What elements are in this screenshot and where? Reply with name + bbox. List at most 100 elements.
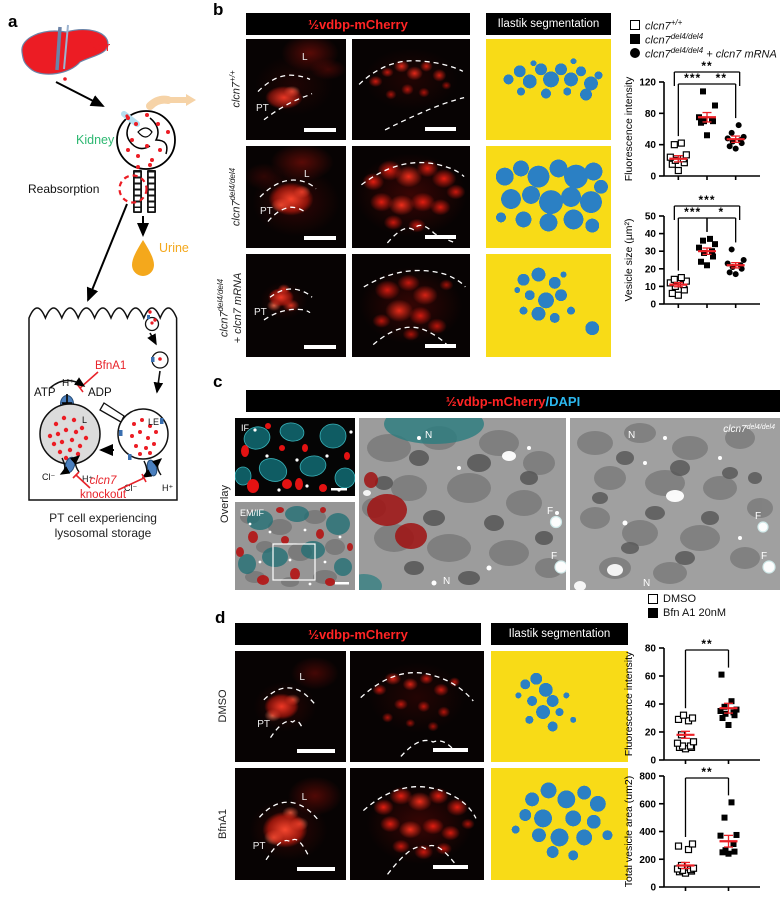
zoom-region-box: [272, 543, 316, 581]
scale-bar: [335, 582, 349, 585]
panel-b-mcherry-header: ½vdbp-mCherry: [246, 13, 470, 35]
legend-item-bfna1: Bfn A1 20nM: [648, 606, 726, 620]
clcn7-knockout-gene-label: clcn7: [90, 475, 117, 487]
panel-c-label: c: [213, 372, 223, 391]
panel-b-segmentation-header: Ilastik segmentation: [486, 13, 611, 35]
urine-drop-icon: [132, 240, 154, 276]
fiducial-circles: [757, 521, 776, 574]
segmentation-b-wt: [486, 39, 611, 140]
segmentation-header-text: Ilastik segmentation: [497, 18, 600, 30]
svg-text:200: 200: [639, 855, 656, 866]
svg-text:0: 0: [650, 300, 656, 311]
overlay-row-label: Overlay: [219, 485, 231, 523]
svg-text:20: 20: [645, 728, 657, 739]
dapi-nuclei: [238, 506, 352, 576]
em-mitochondria: [375, 450, 553, 585]
urine-label: Urine: [159, 241, 189, 255]
legend-item-dmso: DMSO: [648, 592, 726, 606]
pt-label: PT: [254, 306, 267, 318]
header-slash: /: [545, 393, 550, 409]
legend-item-del4: clcn7del4/del4: [630, 32, 777, 46]
zoom-to-cell-arrow: [86, 203, 128, 302]
lumen-label: L: [302, 52, 308, 64]
nucleus-label: N: [628, 430, 635, 441]
em-mitochondria: [592, 451, 762, 565]
scale-bar: [304, 344, 336, 349]
micrograph-d-dmso-zoom: [350, 651, 484, 762]
emif-zoom-micrograph: N N F F: [359, 418, 566, 590]
mcherry-header-text: ½vdbp-mCherry: [445, 393, 546, 409]
scale-bar: [331, 488, 347, 491]
scale-bar: [425, 343, 456, 348]
svg-text:Fluorescence intensity: Fluorescence intensity: [623, 651, 635, 756]
open-square-marker-icon: [648, 594, 658, 604]
h-plus-pump-label: H⁺: [62, 378, 75, 389]
svg-text:**: **: [701, 59, 712, 73]
scale-bar: [425, 234, 456, 239]
svg-text:40: 40: [645, 229, 657, 240]
filled-square-marker-icon: [648, 608, 658, 618]
cl-minus-le-label: Cl⁻: [124, 483, 137, 493]
tubule-outline-overlay: [350, 768, 484, 880]
svg-text:**: **: [701, 765, 712, 779]
svg-text:20: 20: [645, 264, 657, 275]
if-label: IF: [241, 423, 250, 433]
svg-text:**: **: [701, 637, 712, 651]
fiducial-label: F: [755, 511, 761, 522]
svg-text:Total vesicle area (um2): Total vesicle area (um2): [623, 776, 635, 887]
emif-micrograph: EM/IF: [235, 502, 355, 590]
scale-bar: [304, 235, 336, 240]
if-micrograph: IF: [235, 418, 355, 496]
nucleus-label: N: [643, 578, 650, 589]
filled-circle-marker-icon: [630, 48, 640, 58]
knockout-inhibition-lines: [72, 471, 147, 491]
tubule-outline-overlay: [352, 146, 470, 248]
vesicle-size-chart-b: 0 10 20 30 40 50 Vesicle size (µm²) *** * ***: [618, 193, 784, 318]
pt-label: PT: [252, 840, 266, 852]
nucleus-overlay-bottom: [359, 574, 382, 590]
mcherry-header-text: ½vdbp-mCherry: [308, 626, 408, 642]
scale-bar: [425, 126, 456, 131]
row-label-dmso: DMSO: [217, 689, 229, 723]
nucleus-label: N: [425, 430, 432, 441]
lysosome-icon: [39, 403, 101, 465]
svg-text:40: 40: [645, 140, 657, 151]
svg-text:***: ***: [698, 193, 715, 207]
micrograph-b-del4-zoom: [352, 146, 470, 248]
filled-square-marker-icon: [630, 34, 640, 44]
pt-label: PT: [257, 718, 270, 730]
lumen-label: L: [299, 672, 305, 684]
pt-label: PT: [256, 102, 269, 114]
svg-text:Vesicle size (µm²): Vesicle size (µm²): [623, 218, 635, 301]
svg-text:*: *: [718, 205, 724, 219]
svg-text:***: ***: [684, 71, 701, 85]
tubule-outline-overlay: [352, 39, 470, 140]
proximal-tubule-icon: [133, 163, 156, 213]
mcherry-vesicles: [236, 507, 353, 586]
legend-item-rescue: clcn7del4/del4 + clcn7 mRNA: [630, 46, 777, 60]
segmentation-d-dmso: [491, 651, 628, 762]
bright-spots: [363, 436, 559, 586]
scale-bar: [304, 127, 336, 132]
row-label-clcn7-wt: clcn7+/+: [228, 70, 243, 108]
segmentation-b-del4: [486, 146, 611, 248]
svg-text:0: 0: [650, 883, 656, 894]
panel-a-diagram: Liver Kidney: [21, 24, 196, 540]
svg-text:**: **: [716, 71, 727, 85]
scale-bar: [297, 866, 335, 871]
tubule-outline-overlay: [350, 651, 484, 762]
svg-text:***: ***: [684, 205, 701, 219]
liver-icon: [21, 24, 109, 81]
fiducial-label: F: [547, 506, 553, 517]
row-label-clcn7-del4: clcn7del4/del4: [228, 167, 243, 227]
svg-text:30: 30: [645, 247, 657, 258]
fiducial-circles: [549, 515, 566, 574]
late-endosome-icon: [99, 402, 169, 460]
filtered-protein-dots: [125, 113, 170, 162]
legend-item-wt: clcn7+/+: [630, 18, 777, 32]
tubule-outline-overlay: [352, 254, 470, 357]
segmentation-b-rescue: [486, 254, 611, 357]
clcn7-exchanger-le-icon: [141, 458, 163, 478]
panel-d-segmentation-header: Ilastik segmentation: [491, 623, 628, 645]
row-label-clcn7-del4-rescue: clcn7del4/del4 + clcn7 mRNA: [216, 272, 244, 344]
